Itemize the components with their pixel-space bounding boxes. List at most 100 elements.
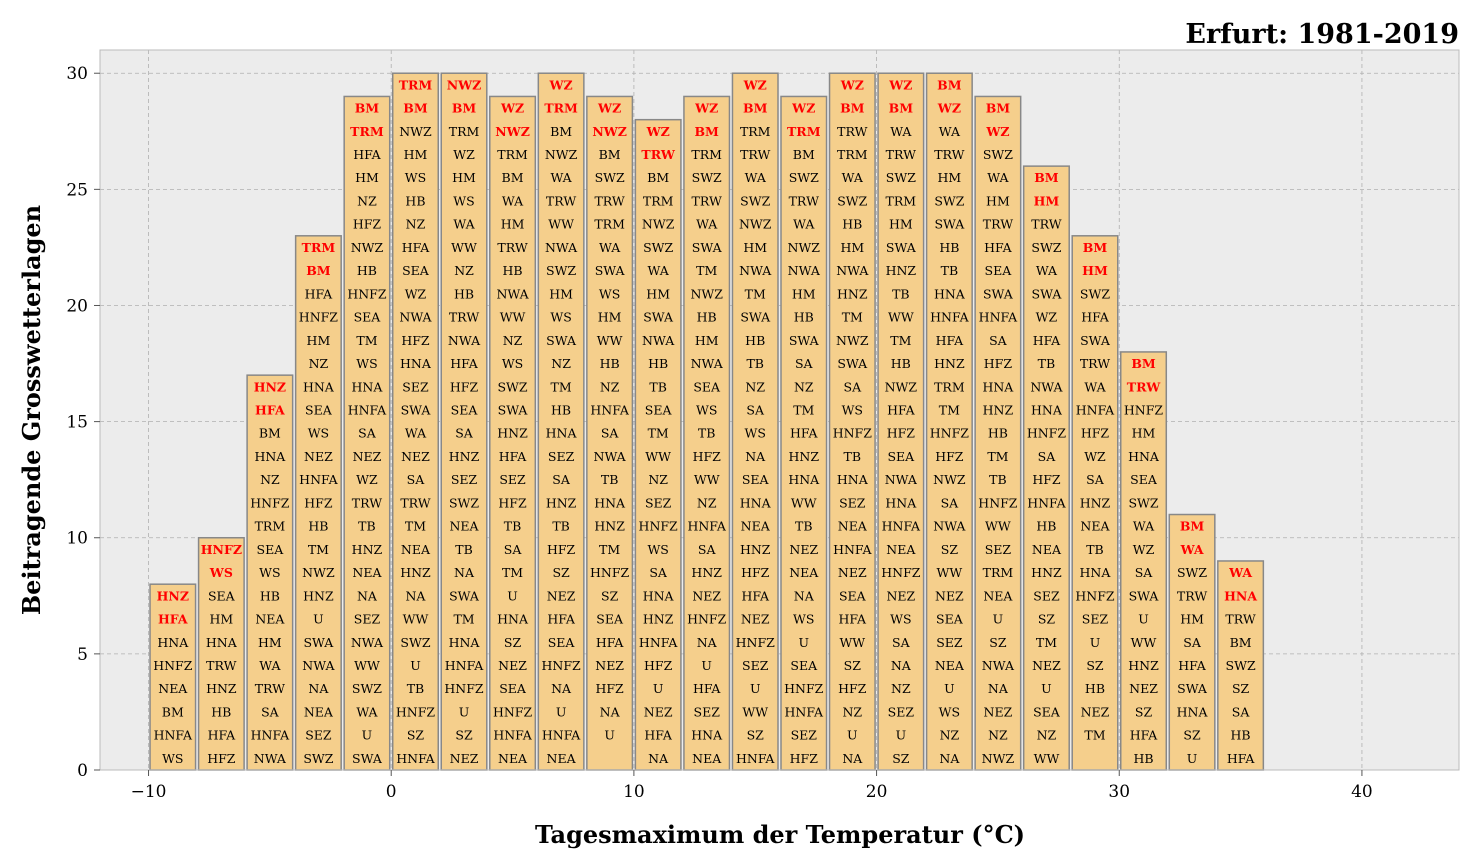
bar-label: TB — [892, 286, 910, 301]
bar-label: HNZ — [157, 588, 189, 603]
bar-label: WS — [405, 170, 426, 185]
bar-label: TRW — [546, 193, 576, 208]
bar-label: SWZ — [303, 751, 333, 766]
bar-label: WZ — [1133, 542, 1155, 557]
bar-label: HNA — [303, 379, 335, 394]
bar-label: TM — [599, 542, 620, 557]
bar-label: NEA — [692, 751, 722, 766]
bar-label: HB — [551, 403, 571, 418]
bar-label: SZ — [601, 588, 619, 603]
bar-label: SEA — [693, 379, 721, 394]
bar-label: SEA — [305, 403, 333, 418]
bar — [489, 95, 537, 771]
bar-label: WA — [356, 704, 378, 719]
bar-label: TB — [358, 519, 376, 534]
bar-group: HNFZ WS SEA HM HNA TRW HNZ HB HFA HFZ — [197, 536, 245, 771]
bar-label: SA — [552, 472, 571, 487]
bar-label: HNFA — [299, 472, 338, 487]
bar-label: NZ — [1037, 728, 1057, 743]
bar-group: WZ BM TRM TRW WA SWZ NWZ HM NWA TM SWA HB TB NZ SA WS NA… — [731, 72, 779, 771]
bar — [1022, 165, 1070, 771]
bar-label: TRW — [1225, 612, 1255, 627]
bar-label: HFZ — [595, 681, 624, 696]
chart-title: Erfurt: 1981-2019 — [1185, 19, 1459, 50]
bar-label: HM — [1180, 612, 1204, 627]
bar-label: HNFZ — [784, 681, 824, 696]
bar-label: TRW — [206, 658, 236, 673]
bar-label: WW — [888, 310, 914, 325]
bar-label: SWZ — [546, 263, 576, 278]
y-tick-label: 5 — [77, 645, 88, 665]
bar-label: TB — [649, 379, 667, 394]
bar-label: WS — [502, 356, 523, 371]
bar-label: BM — [452, 101, 477, 116]
bar-label: HNZ — [1128, 658, 1159, 673]
bar-label: SA — [1183, 635, 1202, 650]
bar-label: TRM — [886, 193, 917, 208]
bar-label: NWZ — [447, 77, 482, 92]
bar-label: U — [604, 728, 615, 743]
bar-label: NEZ — [984, 704, 1013, 719]
bar-label: WA — [1036, 263, 1058, 278]
bar-label: SEA — [548, 635, 576, 650]
bar-group: HNZ HFA HNA HNFZ NEA BM HNFA WS — [149, 583, 197, 771]
bar-label: TRW — [692, 193, 722, 208]
bar-label: WS — [162, 751, 183, 766]
bar-label: BM — [793, 147, 815, 162]
bar-label: NWZ — [739, 217, 772, 232]
bar-label: SWA — [643, 310, 674, 325]
bar-label: NWZ — [545, 147, 578, 162]
bar-label: HFZ — [790, 751, 819, 766]
bar-group: BM TRM HFA HM NZ HFZ NWZ HB HNFZ SEA TM WS HNA HNFA SA… — [343, 95, 391, 771]
bar-label: TRM — [302, 240, 336, 255]
bar-label: NA — [794, 588, 815, 603]
bar-label: WS — [696, 403, 717, 418]
bar-label: SWA — [789, 333, 820, 348]
bar-label: SA — [1086, 472, 1105, 487]
bar-group: NWZ BM TRM WZ HM WS WA WW NZ HB TRW NWA HFA HFZ SEA SA H… — [440, 72, 488, 771]
bar-label: HFZ — [304, 495, 333, 510]
bar-label: SEZ — [1082, 612, 1109, 627]
x-axis-ticks: −10 0 10 20 30 40 — [131, 770, 1373, 802]
bar-label: HNFZ — [736, 635, 776, 650]
bar-label: HFZ — [935, 449, 964, 464]
bar-label: U — [410, 658, 421, 673]
bar-label: HB — [697, 310, 717, 325]
bar-label: HB — [260, 588, 280, 603]
bar-label: U — [993, 612, 1004, 627]
bar-label: NA — [454, 565, 475, 580]
bar-label: SWA — [837, 356, 868, 371]
bar-label: WZ — [356, 472, 378, 487]
bar-label: SWZ — [595, 170, 625, 185]
bar-label: WS — [550, 310, 571, 325]
bar-label: SEA — [257, 542, 285, 557]
bar-label: WW — [694, 472, 720, 487]
bar — [343, 95, 391, 771]
bar-label: SEZ — [694, 704, 721, 719]
bar-label: NEZ — [692, 588, 721, 603]
bar-label: NWA — [642, 333, 675, 348]
y-tick-label: 15 — [66, 413, 88, 433]
bar-label: HNA — [934, 286, 966, 301]
bar-label: TB — [746, 356, 764, 371]
bar-label: HFZ — [498, 495, 527, 510]
bar-group: WZ BM WA TRW SWZ TRM HM SWA HNZ TB WW TM HB NWZ HFA HFZ… — [877, 72, 925, 771]
bar-label: HNA — [788, 472, 820, 487]
bar-label: SWA — [1080, 333, 1111, 348]
bar-label: SZ — [1135, 704, 1153, 719]
bar-label: NEZ — [304, 449, 333, 464]
bar-label: WW — [1131, 635, 1157, 650]
bar-label: HM — [1034, 193, 1060, 208]
bar-group: WA HNA TRW BM SWZ SZ SA HB HFA — [1217, 560, 1265, 771]
bar-label: HNA — [206, 635, 238, 650]
bar-group: WZ TRM BM SWZ TRW WA NWZ NWA HM HB SWA SA NZ TM HFA HNZ… — [780, 95, 828, 771]
bar-label: HNA — [740, 495, 772, 510]
bar-label: HNA — [1128, 449, 1160, 464]
bar-label: NWA — [399, 310, 432, 325]
bar-label: TRM — [643, 193, 674, 208]
bar-label: HM — [452, 170, 476, 185]
bar-label: BM — [937, 77, 962, 92]
bar-label: SEA — [354, 310, 382, 325]
bar-label: SEZ — [548, 449, 575, 464]
bar-label: WW — [937, 565, 963, 580]
